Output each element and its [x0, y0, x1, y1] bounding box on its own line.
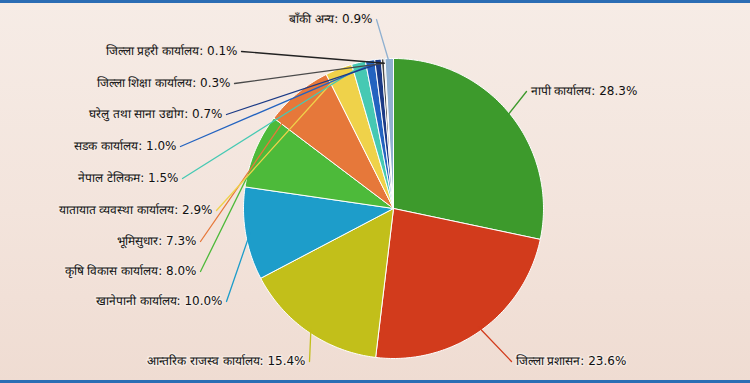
svg-text:भूमिसुधार: 7.3%: भूमिसुधार: 7.3%	[117, 234, 196, 249]
svg-text:जिल्ला शिक्षा कार्यालय: 0.3%: जिल्ला शिक्षा कार्यालय: 0.3%	[97, 76, 231, 90]
svg-text:नेपाल टेलिकम: 1.5%: नेपाल टेलिकम: 1.5%	[78, 171, 178, 185]
svg-text:जिल्ला प्रशासन: 23.6%: जिल्ला प्रशासन: 23.6%	[516, 354, 627, 368]
svg-text:यातायात व्यवस्था कार्यालय: 2.9: यातायात व्यवस्था कार्यालय: 2.9%	[59, 203, 213, 217]
svg-text:बाँकी अन्य: 0.9%: बाँकी अन्य: 0.9%	[289, 12, 372, 26]
svg-text:नापी कार्यालय: 28.3%: नापी कार्यालय: 28.3%	[531, 84, 638, 98]
svg-text:कृषि विकास कार्यालय: 8.0%: कृषि विकास कार्यालय: 8.0%	[65, 264, 197, 279]
svg-text:सडक कार्यालय: 1.0%: सडक कार्यालय: 1.0%	[74, 139, 176, 153]
svg-text:घरेलु तथा साना उद्योग: 0.7%: घरेलु तथा साना उद्योग: 0.7%	[89, 107, 223, 122]
svg-text:खानेपानी कार्यालय: 10.0%: खानेपानी कार्यालय: 10.0%	[96, 294, 223, 308]
svg-text:जिल्ला प्रहरी कार्यालय: 0.1%: जिल्ला प्रहरी कार्यालय: 0.1%	[106, 44, 238, 58]
svg-text:आन्तरिक राजस्व कार्यालय: 15.4%: आन्तरिक राजस्व कार्यालय: 15.4%	[147, 354, 306, 368]
